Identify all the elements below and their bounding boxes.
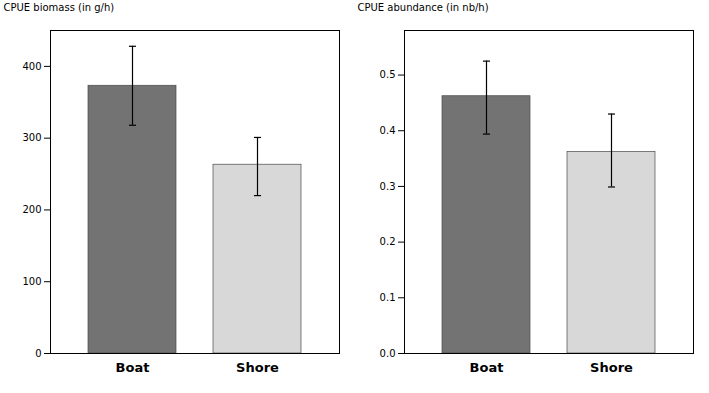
svg-text:400: 400 bbox=[22, 61, 41, 72]
svg-text:0.0: 0.0 bbox=[380, 348, 396, 359]
svg-text:CPUE abundance (in nb/h): CPUE abundance (in nb/h) bbox=[358, 2, 489, 13]
svg-text:0.5: 0.5 bbox=[380, 69, 396, 80]
svg-text:0.3: 0.3 bbox=[380, 181, 396, 192]
svg-text:CPUE biomass (in g/h): CPUE biomass (in g/h) bbox=[4, 2, 115, 13]
svg-text:0.4: 0.4 bbox=[380, 125, 396, 136]
svg-text:Boat: Boat bbox=[470, 360, 504, 375]
svg-text:200: 200 bbox=[22, 204, 41, 215]
svg-text:0.2: 0.2 bbox=[380, 236, 396, 247]
svg-text:300: 300 bbox=[22, 132, 41, 143]
svg-text:Boat: Boat bbox=[116, 360, 150, 375]
svg-text:0.1: 0.1 bbox=[380, 292, 396, 303]
svg-text:Shore: Shore bbox=[236, 360, 279, 375]
svg-text:Shore: Shore bbox=[590, 360, 633, 375]
svg-text:100: 100 bbox=[22, 276, 41, 287]
svg-text:0: 0 bbox=[35, 348, 41, 359]
